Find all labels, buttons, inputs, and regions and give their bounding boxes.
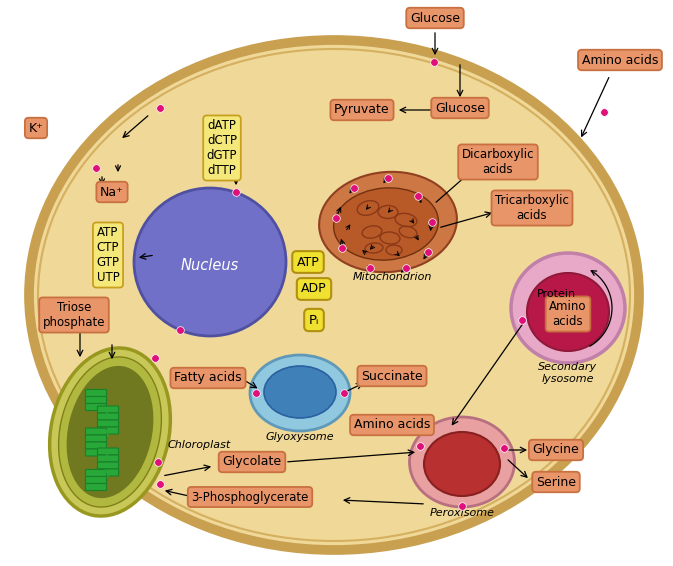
Text: Pᵢ: Pᵢ xyxy=(309,314,319,327)
FancyBboxPatch shape xyxy=(98,462,118,469)
Text: Amino
acids: Amino acids xyxy=(549,300,587,328)
Text: K⁺: K⁺ xyxy=(29,122,43,135)
Text: Na⁺: Na⁺ xyxy=(100,186,124,199)
Text: Serine: Serine xyxy=(536,475,576,488)
Text: Fatty acids: Fatty acids xyxy=(174,371,242,384)
FancyBboxPatch shape xyxy=(85,483,106,491)
Ellipse shape xyxy=(264,366,336,418)
FancyBboxPatch shape xyxy=(98,448,118,455)
Text: Glycolate: Glycolate xyxy=(223,456,281,469)
Ellipse shape xyxy=(250,355,350,431)
Text: dATP
dCTP
dGTP
dTTP: dATP dCTP dGTP dTTP xyxy=(207,119,238,177)
FancyBboxPatch shape xyxy=(98,427,118,434)
Text: Nucleus: Nucleus xyxy=(181,258,239,272)
Text: Glyoxysome: Glyoxysome xyxy=(266,432,334,442)
Ellipse shape xyxy=(134,188,286,336)
Text: 3-Phosphoglycerate: 3-Phosphoglycerate xyxy=(191,491,309,504)
Text: Secondary
lysosome: Secondary lysosome xyxy=(538,362,598,384)
FancyBboxPatch shape xyxy=(85,435,106,442)
Text: Pyruvate: Pyruvate xyxy=(334,104,390,117)
FancyBboxPatch shape xyxy=(85,477,106,483)
Text: ATP: ATP xyxy=(297,255,320,268)
Text: Dicarboxylic
acids: Dicarboxylic acids xyxy=(462,148,534,176)
Text: Amino acids: Amino acids xyxy=(582,54,658,66)
FancyBboxPatch shape xyxy=(85,397,106,404)
Text: Amino acids: Amino acids xyxy=(354,418,430,431)
Text: ADP: ADP xyxy=(302,282,327,295)
FancyBboxPatch shape xyxy=(85,428,106,435)
Text: Succinate: Succinate xyxy=(361,370,423,383)
FancyBboxPatch shape xyxy=(98,469,118,476)
FancyBboxPatch shape xyxy=(85,404,106,410)
Ellipse shape xyxy=(319,172,457,272)
Ellipse shape xyxy=(67,366,153,498)
Text: Triose
phosphate: Triose phosphate xyxy=(43,301,105,329)
FancyBboxPatch shape xyxy=(85,449,106,456)
Text: Glucose: Glucose xyxy=(435,101,485,114)
Text: Mitochondrion: Mitochondrion xyxy=(352,272,431,282)
Ellipse shape xyxy=(29,40,639,550)
Ellipse shape xyxy=(527,273,609,351)
FancyBboxPatch shape xyxy=(98,455,118,462)
FancyBboxPatch shape xyxy=(98,406,118,413)
Ellipse shape xyxy=(409,417,514,507)
Ellipse shape xyxy=(511,253,625,363)
Ellipse shape xyxy=(59,357,162,507)
FancyBboxPatch shape xyxy=(85,470,106,477)
FancyBboxPatch shape xyxy=(85,389,106,397)
Ellipse shape xyxy=(334,188,438,260)
FancyBboxPatch shape xyxy=(85,442,106,449)
Ellipse shape xyxy=(50,348,170,516)
Ellipse shape xyxy=(424,432,500,496)
Text: Glycine: Glycine xyxy=(532,444,579,457)
Text: Protein: Protein xyxy=(536,289,575,299)
Text: Chloroplast: Chloroplast xyxy=(168,440,232,450)
FancyBboxPatch shape xyxy=(98,420,118,427)
Text: ATP
CTP
GTP
UTP: ATP CTP GTP UTP xyxy=(96,226,120,284)
Text: Tricarboxylic
acids: Tricarboxylic acids xyxy=(495,194,569,222)
Text: Peroxisome: Peroxisome xyxy=(429,508,495,518)
Text: Glucose: Glucose xyxy=(410,11,460,24)
FancyBboxPatch shape xyxy=(98,413,118,420)
